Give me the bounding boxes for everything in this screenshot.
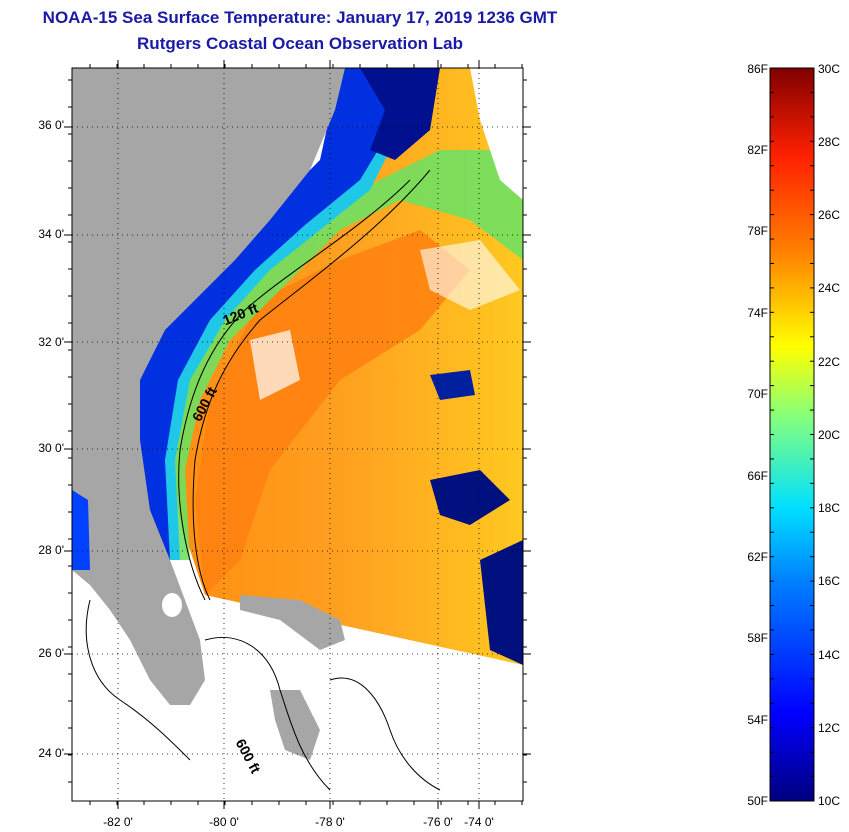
colorbar-c-label: 24C	[818, 281, 841, 295]
lat-label: 28 0'	[38, 543, 64, 557]
estuary-cold	[360, 68, 440, 160]
cold-eddy	[430, 370, 475, 400]
contour-120ft	[178, 179, 411, 601]
gulf-stream	[195, 230, 470, 595]
cloud-patch	[420, 240, 520, 310]
lon-label: -74 0'	[464, 815, 494, 829]
lake-okeechobee	[162, 593, 182, 617]
bahamas-contour	[329, 677, 441, 791]
lon-label: -78 0'	[315, 815, 345, 829]
colorbar-f-label: 82F	[747, 143, 768, 157]
lon-label: -80 0'	[209, 815, 239, 829]
colorbar-ticks	[770, 67, 814, 802]
colorbar-f-label: 62F	[747, 550, 768, 564]
lon-label: -76 0'	[423, 815, 453, 829]
colorbar-f-label: 74F	[747, 306, 768, 320]
colorbar-f-label: 86F	[747, 62, 768, 76]
colorbar-f-label: 58F	[747, 631, 768, 645]
colorbar-c-label: 18C	[818, 501, 841, 515]
lat-label: 36 0'	[38, 118, 64, 132]
lat-label: 26 0'	[38, 646, 64, 660]
colorbar-c-label: 30C	[818, 62, 841, 76]
lat-label: 24 0'	[38, 746, 64, 760]
colorbar-f-label: 54F	[747, 713, 768, 727]
graticule	[72, 68, 523, 801]
colorbar-c-label: 14C	[818, 648, 841, 662]
map-subtitle: Rutgers Coastal Ocean Observation Lab	[137, 34, 463, 53]
us-landmass	[72, 68, 345, 705]
cloud-patch	[470, 68, 523, 200]
colorbar-c-label: 10C	[818, 794, 841, 808]
lat-label: 34 0'	[38, 227, 64, 241]
nearshore-cold	[140, 68, 395, 560]
colorbar-f-label: 70F	[747, 387, 768, 401]
bahamas-island	[270, 690, 320, 760]
lon-label: -82 0'	[103, 815, 133, 829]
lat-label: 30 0'	[38, 441, 64, 455]
cold-eddy	[480, 540, 523, 665]
cold-eddy	[430, 470, 510, 525]
contour-600ft	[192, 169, 431, 601]
colorbar-c-label: 22C	[818, 355, 841, 369]
colorbar-c-label: 26C	[818, 208, 841, 222]
bahamas-contour	[85, 599, 331, 791]
temperature-colorbar	[769, 67, 815, 802]
shelf-water-green	[160, 150, 523, 560]
colorbar-c-label: 12C	[818, 721, 841, 735]
colorbar-f-label: 78F	[747, 224, 768, 238]
lat-label: 32 0'	[38, 335, 64, 349]
cloud-patch	[250, 330, 300, 400]
bahamas-island	[240, 595, 345, 650]
gulf-water	[72, 490, 90, 570]
colorbar-f-label: 66F	[747, 469, 768, 483]
axis-ticks	[64, 60, 531, 809]
colorbar-f-label: 50F	[747, 794, 768, 808]
colorbar-c-label: 28C	[818, 135, 841, 149]
colorbar-c-label: 20C	[818, 428, 841, 442]
map-title: NOAA-15 Sea Surface Temperature: January…	[42, 8, 558, 27]
colorbar-c-label: 16C	[818, 574, 841, 588]
